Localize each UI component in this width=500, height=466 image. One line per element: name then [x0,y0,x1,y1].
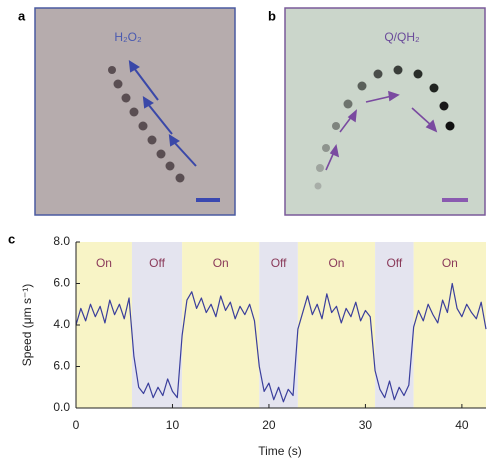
phase-band [413,242,486,408]
x-tick-label: 40 [455,418,469,432]
speed-line [75,282,487,403]
x-tick-label: 0 [73,418,80,432]
panel-label: a [18,8,26,23]
phase-band [76,242,132,408]
phase-label: Off [386,256,402,270]
annotation: Q/QH₂ [384,30,420,44]
phase-label: On [442,256,458,270]
annotation: H₂O₂ [114,30,142,44]
motor-trace-b [314,65,455,190]
y-tick-label: 6.0 [53,359,70,373]
arrows-a [128,60,197,167]
scale-bar [442,198,468,202]
y-tick-label: 4.0 [53,317,70,331]
phase-band [375,242,414,408]
phase-band [297,242,376,408]
y-tick-label: 0.0 [53,400,70,414]
phase-label: On [213,256,229,270]
phase-band [131,242,183,408]
arrows-b [325,90,438,171]
phase-label: On [328,256,344,270]
phase-band [182,242,260,408]
y-tick-label: 6.0 [53,276,70,290]
chart: On Off On Off On Off On 0.0 6.0 4.0 6.0 8.0 0 10 20 30 4… [53,234,487,432]
motor-trace-a [108,66,185,183]
phase-label: Off [271,256,287,270]
y-tick-label: 8.0 [53,234,70,248]
x-axis-title: Time (s) [258,444,302,458]
micrograph-b [284,7,486,216]
phase-label: Off [149,256,165,270]
x-tick-label: 30 [359,418,373,432]
panel-label: c [8,231,15,246]
scale-bar [196,198,220,202]
x-tick-label: 20 [262,418,276,432]
phase-band [259,242,298,408]
panel-label: b [268,8,276,23]
y-axis-title: Speed (μm s⁻¹) [20,284,34,367]
x-tick-label: 10 [166,418,180,432]
phase-label: On [96,256,112,270]
